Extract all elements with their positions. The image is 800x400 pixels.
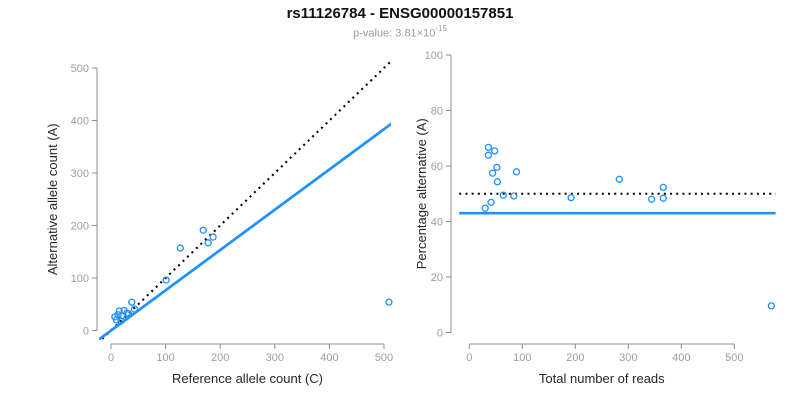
data-point <box>484 143 493 152</box>
line-layer <box>459 192 776 215</box>
y-tick-label: 400 <box>71 116 89 128</box>
data-point <box>488 169 497 177</box>
data-point <box>484 151 493 159</box>
data-point <box>199 226 207 234</box>
data-point <box>209 233 217 241</box>
y-tick-label: 500 <box>71 63 89 75</box>
x-tick-label: 400 <box>672 352 690 364</box>
x-tick-label: 200 <box>566 352 584 364</box>
x-tick-label: 0 <box>108 352 114 364</box>
data-point <box>567 193 575 202</box>
data-point <box>499 191 507 199</box>
p-value-exponent: -15 <box>435 24 447 33</box>
y-tick-label: 100 <box>71 273 89 285</box>
y-tick-label: 20 <box>431 272 443 284</box>
y-tick-label: 60 <box>431 161 443 173</box>
y-tick-label: 40 <box>431 217 443 229</box>
data-point <box>176 244 184 252</box>
plot-title: rs11126784 - ENSG00000157851 <box>286 5 514 22</box>
data-point <box>493 163 501 172</box>
data-point <box>204 239 212 247</box>
x-tick-label: 0 <box>466 352 472 364</box>
x-tick-label: 100 <box>156 352 174 364</box>
y-tick-label: 80 <box>431 106 443 118</box>
y-axis-title: Percentage alternative (A) <box>414 118 429 269</box>
y-axis-title: Alternative allele count (A) <box>45 123 60 275</box>
data-point <box>487 198 495 207</box>
data-point <box>114 311 122 319</box>
data-point <box>493 178 502 186</box>
point-layer <box>481 143 776 310</box>
x-tick-label: 100 <box>513 352 531 364</box>
point-layer <box>111 226 393 325</box>
data-point <box>124 310 133 318</box>
regression-line <box>99 122 391 340</box>
data-point <box>512 168 521 176</box>
x-tick-label: 300 <box>619 352 637 364</box>
x-tick-label: 400 <box>320 352 338 364</box>
data-point <box>647 195 656 203</box>
y-tick-label: 0 <box>437 328 443 340</box>
x-tick-label: 200 <box>211 352 229 364</box>
x-axis-title: Reference allele count (C) <box>172 371 323 386</box>
p-value-subtitle: p-value: 3.81×10-15 <box>0 24 800 40</box>
data-point <box>615 175 623 183</box>
data-point <box>130 305 139 313</box>
x-axis-title: Total number of reads <box>539 371 665 386</box>
data-point <box>162 276 170 284</box>
percentage-scatter: 0 20 40 60 80 100 0 100 200 300 400 500 Total number… <box>414 50 776 386</box>
y-tick-label: 300 <box>71 168 89 180</box>
y-tick-label: 200 <box>71 221 89 233</box>
line-layer <box>99 59 391 340</box>
x-tick-label: 500 <box>375 352 393 364</box>
y-tick-label: 100 <box>425 50 443 62</box>
data-point <box>491 147 499 155</box>
data-point <box>128 298 136 306</box>
data-point <box>510 192 518 200</box>
data-point <box>481 204 489 212</box>
y-tick-label: 0 <box>83 326 89 338</box>
data-point <box>659 183 667 192</box>
data-point <box>385 298 393 306</box>
allele-count-scatter: 0 100 200 300 400 500 0 100 200 300 400 500 Referenc… <box>45 59 393 386</box>
p-value-text: p-value: 3.81×10 <box>353 27 436 40</box>
data-point <box>659 194 667 202</box>
x-tick-label: 300 <box>266 352 284 364</box>
x-tick-label: 500 <box>725 352 743 364</box>
data-point <box>767 302 776 310</box>
identity-line <box>101 59 391 340</box>
